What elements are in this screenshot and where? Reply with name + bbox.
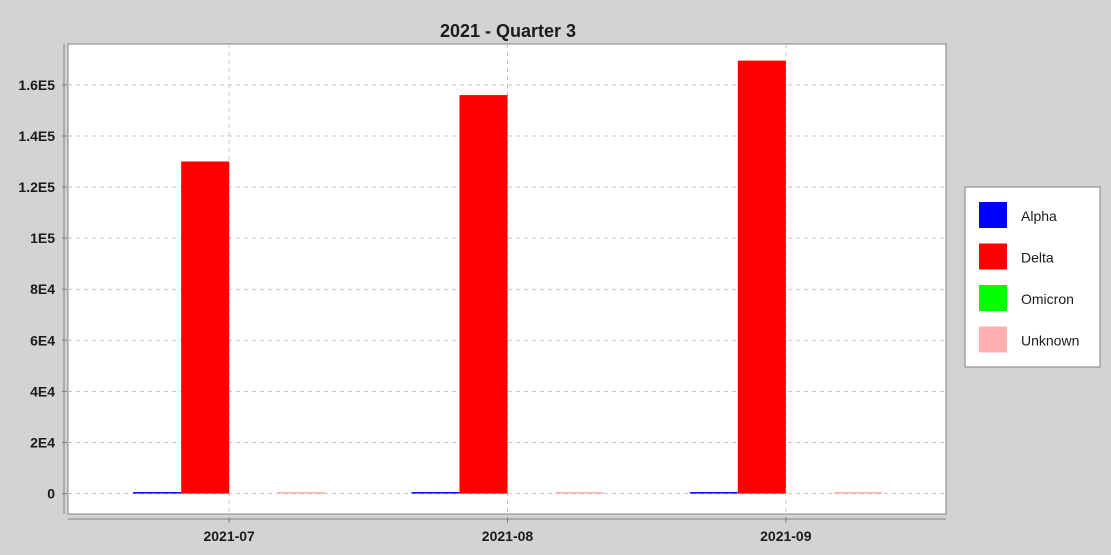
y-tick-label: 1E5 <box>30 230 55 246</box>
y-tick-label: 1.2E5 <box>18 179 55 195</box>
bar-unknown-2021-07 <box>277 492 326 494</box>
y-tick-label: 8E4 <box>30 281 55 297</box>
bar-delta-2021-08 <box>459 95 508 494</box>
bar-alpha-2021-09 <box>689 492 738 494</box>
chart-title: 2021 - Quarter 3 <box>440 21 576 41</box>
y-tick-label: 1.6E5 <box>18 77 55 93</box>
legend-swatch-unknown <box>979 326 1007 353</box>
legend-swatch-delta <box>979 243 1007 270</box>
x-tick-label: 2021-09 <box>760 528 812 544</box>
legend-label-alpha: Alpha <box>1021 208 1057 224</box>
bar-alpha-2021-07 <box>133 492 182 494</box>
y-tick-label: 4E4 <box>30 383 55 399</box>
legend-label-omicron: Omicron <box>1021 291 1074 307</box>
x-axis-ticks: 2021-07 2021-08 2021-09 <box>203 528 811 544</box>
bar-unknown-2021-08 <box>555 492 604 494</box>
legend-swatch-omicron <box>979 285 1007 311</box>
legend-swatch-alpha <box>979 202 1007 228</box>
bar-delta-2021-07 <box>181 161 230 494</box>
y-tick-label: 0 <box>47 486 55 502</box>
legend: Alpha Delta Omicron Unknown <box>964 186 1101 368</box>
legend-label-delta: Delta <box>1021 250 1054 266</box>
x-tick-label: 2021-08 <box>482 528 534 544</box>
y-tick-label: 2E4 <box>30 434 55 450</box>
bars <box>133 60 882 494</box>
legend-label-unknown: Unknown <box>1021 333 1079 349</box>
bar-unknown-2021-09 <box>833 492 882 494</box>
y-tick-label: 1.4E5 <box>18 128 55 144</box>
bar-delta-2021-09 <box>737 60 786 494</box>
bar-alpha-2021-08 <box>411 492 460 494</box>
x-tick-label: 2021-07 <box>203 528 255 544</box>
y-tick-label: 6E4 <box>30 332 55 348</box>
y-axis-ticks: 0 2E4 4E4 6E4 8E4 1E5 1.2E5 1.4E5 1.6E5 <box>18 77 55 502</box>
axes <box>62 44 946 523</box>
